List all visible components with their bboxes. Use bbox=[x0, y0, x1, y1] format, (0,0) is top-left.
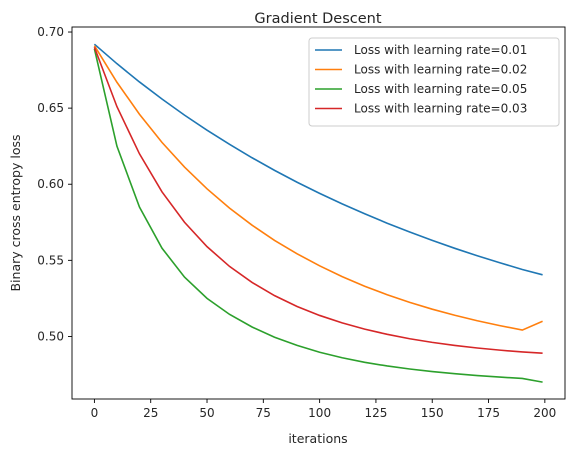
y-axis-ticks: 0.50 0.55 0.60 0.65 0.70 bbox=[37, 25, 72, 343]
series-line-1 bbox=[93, 43, 543, 276]
y-tick-label: 0.65 bbox=[37, 101, 64, 115]
x-tick-label: 25 bbox=[143, 406, 158, 420]
chart-title: Gradient Descent bbox=[254, 11, 381, 27]
x-tick-label: 200 bbox=[533, 406, 556, 420]
x-tick-label: 50 bbox=[199, 406, 214, 420]
series-line-3 bbox=[93, 48, 543, 383]
y-axis-label: Binary cross entropy loss bbox=[8, 134, 23, 291]
x-axis-ticks: 0 25 50 75 100 125 150 175 200 bbox=[91, 399, 556, 420]
x-tick-label: 150 bbox=[421, 406, 444, 420]
legend-label: Loss with learning rate=0.05 bbox=[354, 82, 527, 96]
x-axis-label: iterations bbox=[288, 431, 347, 446]
series-line-4 bbox=[93, 46, 543, 354]
series-line-2 bbox=[93, 45, 543, 331]
legend-label: Loss with learning rate=0.02 bbox=[354, 63, 527, 77]
x-tick-label: 100 bbox=[308, 406, 331, 420]
y-tick-label: 0.50 bbox=[37, 329, 64, 343]
legend-box bbox=[308, 37, 560, 127]
x-tick-label: 0 bbox=[91, 406, 99, 420]
y-tick-label: 0.60 bbox=[37, 177, 64, 191]
y-tick-label: 0.70 bbox=[37, 25, 64, 39]
legend-label: Loss with learning rate=0.03 bbox=[354, 102, 527, 116]
y-tick-label: 0.55 bbox=[37, 253, 64, 267]
legend: Loss with learning rate=0.01 Loss with le… bbox=[308, 37, 560, 127]
plot-frame bbox=[71, 26, 566, 400]
legend-label: Loss with learning rate=0.01 bbox=[354, 43, 527, 57]
x-tick-label: 175 bbox=[477, 406, 500, 420]
x-tick-label: 75 bbox=[256, 406, 271, 420]
plot-lines bbox=[93, 43, 543, 383]
x-tick-label: 125 bbox=[364, 406, 387, 420]
